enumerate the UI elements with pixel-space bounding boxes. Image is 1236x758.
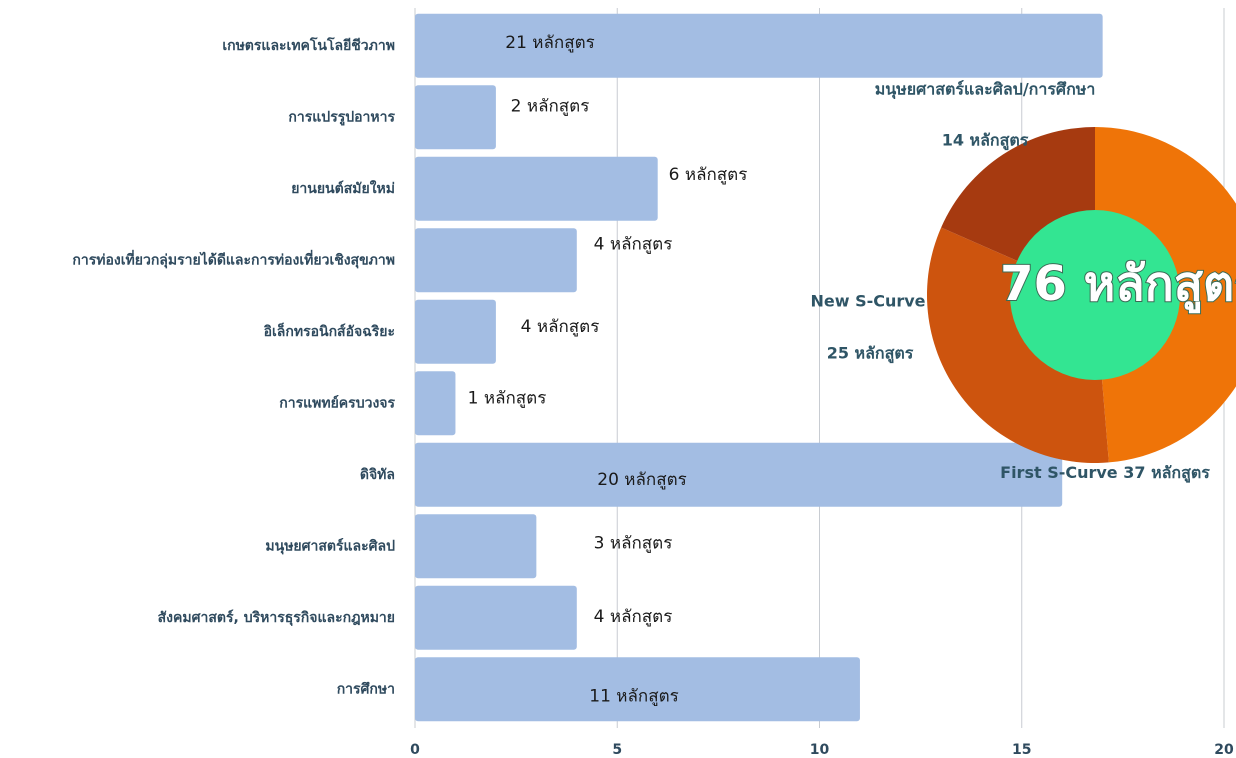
x-tick-label: 20 bbox=[1214, 742, 1234, 758]
category-label: สังคมศาสตร์, บริหารธุรกิจและกฎหมาย bbox=[158, 609, 395, 626]
x-tick-label: 0 bbox=[410, 742, 420, 758]
bar bbox=[415, 514, 537, 579]
bar bbox=[415, 657, 860, 722]
bar-annotation: 4 หลักสูตร bbox=[594, 234, 673, 254]
bar bbox=[415, 85, 496, 150]
category-label: การแปรรูปอาหาร bbox=[288, 109, 395, 125]
category-label: เกษตรและเทคโนโลยีชีวภาพ bbox=[222, 36, 395, 54]
category-label: ดิจิทัล bbox=[360, 467, 395, 483]
slice-name: First S-Curve bbox=[1000, 463, 1118, 482]
bar bbox=[415, 228, 577, 293]
bar-annotation: 6 หลักสูตร bbox=[669, 165, 748, 185]
category-label: มนุษยศาสตร์และศิลป bbox=[265, 537, 395, 554]
bar-annotation: 4 หลักสูตร bbox=[521, 317, 600, 337]
x-tick-label: 10 bbox=[810, 742, 830, 758]
x-tick-label: 5 bbox=[612, 742, 622, 758]
category-label: ยานยนต์สมัยใหม่ bbox=[291, 179, 395, 197]
category-label: การศึกษา bbox=[337, 680, 395, 697]
slice-value: 14 หลักสูตร bbox=[942, 131, 1029, 152]
bar-annotation: 21 หลักสูตร bbox=[505, 33, 595, 53]
slice-label: มนุษยศาสตร์และศิลป/การศึกษา bbox=[875, 80, 1096, 100]
bar bbox=[415, 156, 658, 221]
bar bbox=[415, 299, 496, 364]
bar-annotation: 2 หลักสูตร bbox=[511, 96, 590, 116]
bar-annotation: 1 หลักสูตร bbox=[468, 388, 547, 408]
slice-value: 25 หลักสูตร bbox=[827, 344, 914, 365]
category-label: การท่องเที่ยวกลุ่มรายได้ดีและการท่องเที่… bbox=[72, 249, 395, 268]
bar-annotation: 4 หลักสูตร bbox=[594, 607, 673, 627]
slice-value: 37 หลักสูตร bbox=[1123, 463, 1210, 484]
slice-label: First S-Curve 37 หลักสูตร bbox=[1000, 463, 1210, 484]
bar-annotation: 3 หลักสูตร bbox=[594, 533, 673, 553]
category-label: อิเล็กทรอนิกส์อัจฉริยะ bbox=[263, 322, 395, 340]
bar-annotation: 11 หลักสูตร bbox=[589, 686, 679, 706]
bar bbox=[415, 371, 456, 436]
bar-annotation: 20 หลักสูตร bbox=[597, 470, 687, 490]
donut-hole bbox=[1010, 210, 1180, 380]
slice-label: New S-Curve bbox=[810, 292, 925, 311]
bar bbox=[415, 442, 1063, 507]
x-tick-label: 15 bbox=[1012, 742, 1031, 758]
bar bbox=[415, 585, 577, 650]
donut-center-label: 76 หลักสูตร bbox=[1000, 256, 1236, 314]
category-label: การแพทย์ครบวงจร bbox=[279, 394, 395, 411]
bar bbox=[415, 13, 1103, 78]
